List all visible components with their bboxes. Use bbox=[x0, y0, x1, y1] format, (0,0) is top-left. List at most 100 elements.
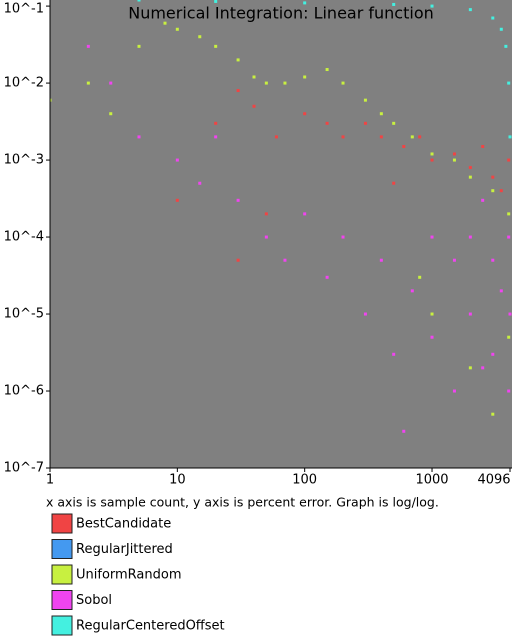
point bbox=[264, 235, 268, 239]
point bbox=[274, 135, 278, 139]
point bbox=[214, 135, 218, 139]
point bbox=[363, 98, 367, 102]
point bbox=[418, 275, 422, 279]
point bbox=[468, 312, 472, 316]
point bbox=[109, 81, 113, 85]
point bbox=[252, 75, 256, 79]
point bbox=[303, 112, 307, 116]
point bbox=[214, 44, 218, 48]
point bbox=[214, 0, 218, 3]
legend-label: Sobol bbox=[76, 593, 112, 608]
point bbox=[379, 135, 383, 139]
point bbox=[264, 81, 268, 85]
point bbox=[430, 312, 434, 316]
caption: x axis is sample count, y axis is percen… bbox=[46, 495, 439, 510]
point bbox=[264, 212, 268, 216]
y-tick-label: 10^-2 bbox=[4, 76, 44, 91]
point bbox=[363, 121, 367, 125]
point bbox=[236, 89, 240, 93]
point bbox=[507, 158, 511, 162]
point bbox=[507, 212, 511, 216]
legend-label: RegularCenteredOffset bbox=[76, 619, 225, 634]
point bbox=[491, 175, 495, 179]
point bbox=[236, 198, 240, 202]
point bbox=[363, 312, 367, 316]
point bbox=[392, 352, 396, 356]
point bbox=[283, 81, 287, 85]
point bbox=[163, 21, 167, 25]
point bbox=[283, 258, 287, 262]
point bbox=[392, 121, 396, 125]
point bbox=[418, 135, 422, 139]
point bbox=[508, 312, 512, 316]
point bbox=[410, 135, 414, 139]
point bbox=[468, 366, 472, 370]
point bbox=[491, 352, 495, 356]
y-tick-label: 10^-3 bbox=[4, 153, 44, 168]
point bbox=[175, 27, 179, 31]
point bbox=[430, 152, 434, 156]
point bbox=[214, 121, 218, 125]
point bbox=[468, 175, 472, 179]
legend-label: UniformRandom bbox=[76, 568, 182, 583]
legend-swatch bbox=[51, 539, 73, 559]
y-tick-label: 10^-4 bbox=[4, 230, 44, 245]
point bbox=[499, 27, 503, 31]
point bbox=[341, 235, 345, 239]
y-tick-label: 10^-1 bbox=[4, 2, 44, 17]
point bbox=[468, 8, 472, 12]
point bbox=[50, 98, 52, 102]
point bbox=[452, 152, 456, 156]
x-tick-label: 100 bbox=[292, 473, 317, 488]
point bbox=[430, 4, 434, 8]
point bbox=[198, 35, 202, 39]
point bbox=[402, 429, 406, 433]
point bbox=[236, 258, 240, 262]
point bbox=[137, 44, 141, 48]
point bbox=[499, 289, 503, 293]
x-tick-label: 4096 bbox=[477, 473, 510, 488]
point bbox=[379, 258, 383, 262]
point bbox=[508, 135, 512, 139]
point bbox=[341, 81, 345, 85]
point bbox=[430, 335, 434, 339]
point bbox=[86, 44, 90, 48]
y-tick-label: 10^-6 bbox=[4, 384, 44, 399]
point bbox=[491, 412, 495, 416]
point bbox=[468, 166, 472, 170]
point bbox=[491, 189, 495, 193]
legend-label: BestCandidate bbox=[76, 517, 171, 532]
point bbox=[481, 366, 485, 370]
point bbox=[491, 16, 495, 20]
point bbox=[507, 81, 511, 85]
point bbox=[481, 145, 485, 149]
point bbox=[392, 2, 396, 6]
point bbox=[491, 258, 495, 262]
point bbox=[452, 258, 456, 262]
x-tick-label: 1 bbox=[46, 473, 54, 488]
point bbox=[325, 68, 329, 72]
point bbox=[468, 235, 472, 239]
y-tick-label: 10^-5 bbox=[4, 307, 44, 322]
point bbox=[379, 112, 383, 116]
point bbox=[325, 275, 329, 279]
point bbox=[507, 235, 511, 239]
point bbox=[507, 389, 511, 393]
point bbox=[402, 145, 406, 149]
point bbox=[325, 121, 329, 125]
point bbox=[499, 189, 503, 193]
point bbox=[341, 135, 345, 139]
y-tick-label: 10^-7 bbox=[4, 461, 44, 476]
point bbox=[430, 235, 434, 239]
point bbox=[175, 158, 179, 162]
point bbox=[452, 158, 456, 162]
x-tick-label: 10 bbox=[169, 473, 186, 488]
point bbox=[507, 335, 511, 339]
point bbox=[109, 112, 113, 116]
point bbox=[481, 198, 485, 202]
legend-swatch bbox=[51, 590, 73, 610]
point bbox=[303, 75, 307, 79]
point bbox=[504, 44, 508, 48]
point bbox=[303, 1, 307, 5]
